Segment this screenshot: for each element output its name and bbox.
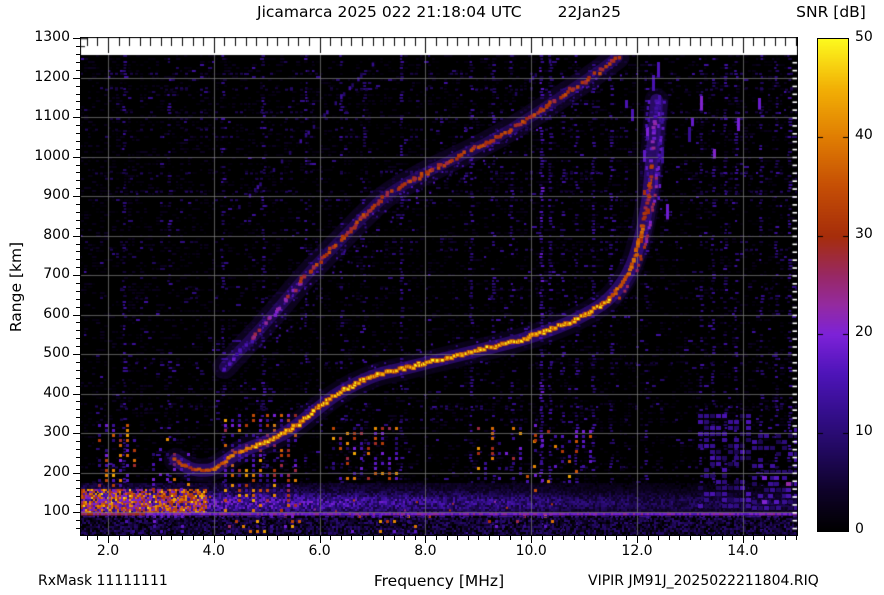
x-axis-label: Frequency [MHz] bbox=[373, 572, 505, 590]
y-tick-label: 1100 bbox=[34, 108, 70, 125]
plot-title: Jicamarca 2025 022 21:18:04 UTC 22Jan25 bbox=[80, 3, 798, 21]
y-tick-label: 300 bbox=[43, 424, 70, 441]
y-tick-label: 700 bbox=[43, 266, 70, 283]
title-datetime: Jicamarca 2025 022 21:18:04 UTC bbox=[257, 3, 522, 21]
colorbar-tick-label: 30 bbox=[855, 225, 873, 242]
x-tick-label: 4.0 bbox=[202, 543, 225, 559]
x-tick-label: 2.0 bbox=[96, 543, 120, 559]
x-tick-label: 10.0 bbox=[515, 543, 547, 559]
colorbar-title: SNR [dB] bbox=[796, 3, 866, 21]
source-file-text: VIPIR JM91J_2025022211804.RIQ bbox=[588, 573, 819, 589]
y-axis-label: Range [km] bbox=[7, 241, 25, 333]
x-tick-label: 6.0 bbox=[308, 543, 331, 559]
y-tick-label: 400 bbox=[43, 384, 70, 401]
y-tick-label: 500 bbox=[43, 345, 70, 362]
x-tick-label: 14.0 bbox=[727, 543, 759, 559]
y-tick-label: 1000 bbox=[34, 147, 70, 164]
rxmask-text: RxMask 11111111 bbox=[38, 573, 168, 589]
y-tick-label: 1200 bbox=[34, 68, 70, 85]
colorbar-tick-label: 50 bbox=[855, 29, 873, 45]
y-tick-label: 100 bbox=[43, 503, 70, 519]
colorbar-tick-label: 10 bbox=[855, 422, 873, 439]
colorbar-tick-label: 0 bbox=[855, 521, 864, 537]
y-tick-label: 800 bbox=[43, 226, 70, 243]
y-tick-label: 900 bbox=[43, 187, 70, 204]
y-tick-label: 1300 bbox=[34, 29, 70, 46]
y-tick-label: 200 bbox=[43, 463, 70, 480]
y-tick-label: 600 bbox=[43, 305, 70, 322]
snr-colorbar bbox=[817, 38, 849, 532]
x-tick-label: 8.0 bbox=[414, 543, 437, 559]
x-tick-label: 12.0 bbox=[621, 543, 653, 559]
colorbar-tick-label: 40 bbox=[855, 127, 873, 144]
colorbar-tick-label: 20 bbox=[855, 324, 873, 341]
title-date: 22Jan25 bbox=[557, 3, 621, 21]
ionogram-heatmap bbox=[80, 37, 798, 536]
